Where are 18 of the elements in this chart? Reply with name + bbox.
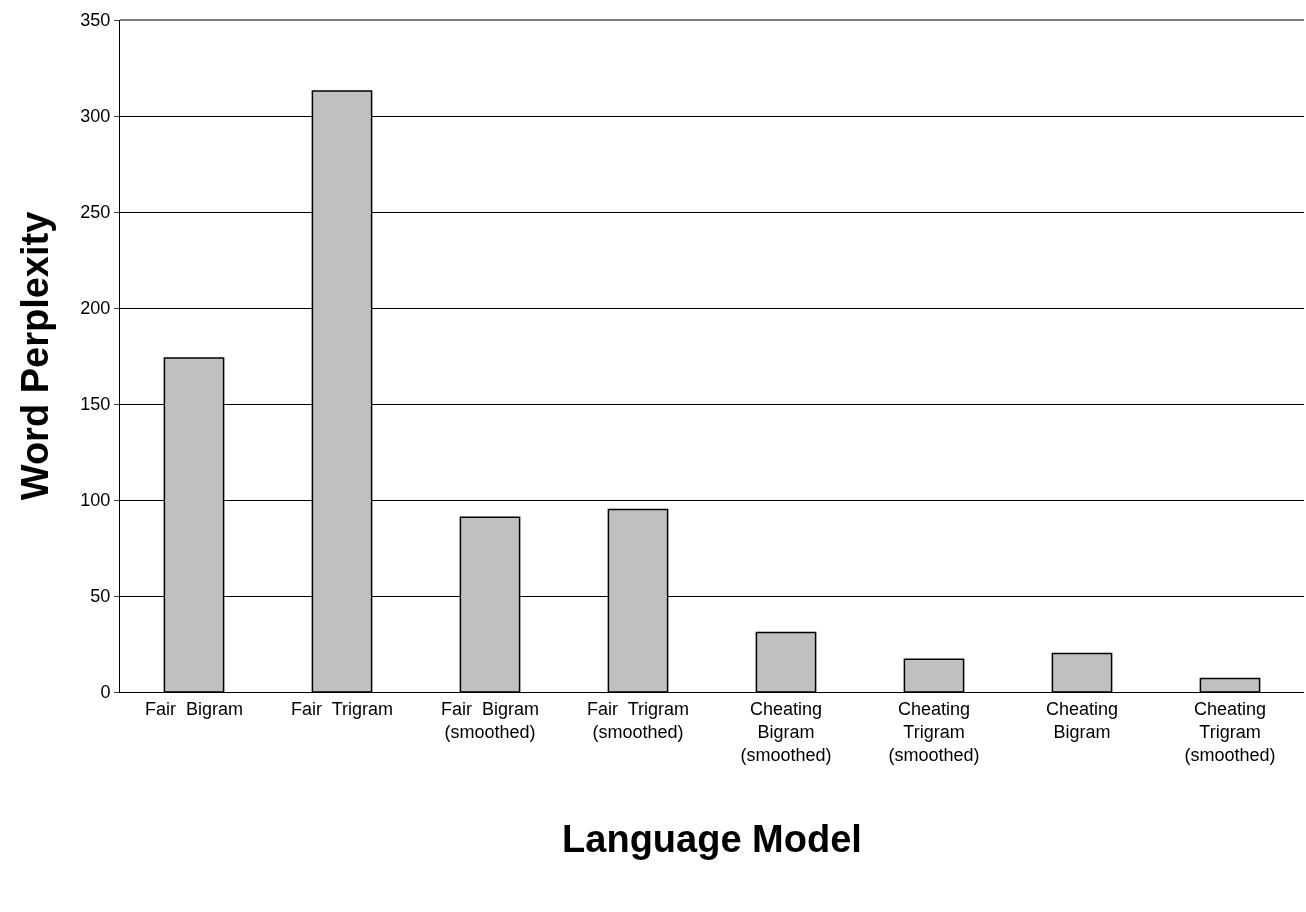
x-tick-label: Cheating Trigram (smoothed) xyxy=(888,698,980,766)
x-tick-label: Fair Trigram xyxy=(290,698,394,719)
y-tick-label: 250 xyxy=(80,202,111,223)
y-tick-label: 100 xyxy=(80,490,111,511)
y-tick-label: 150 xyxy=(80,394,111,415)
x-tick-label: Cheating Bigram xyxy=(1045,698,1119,742)
y-tick-label: 0 xyxy=(100,682,111,703)
y-tick-label: 50 xyxy=(90,586,111,607)
y-tick-label: 350 xyxy=(80,10,111,31)
x-axis-title: Language Model xyxy=(562,817,862,860)
y-tick-label: 200 xyxy=(80,298,111,319)
x-tick-label: Fair Trigram (smoothed) xyxy=(586,698,690,742)
x-tick-label: Fair Bigram (smoothed) xyxy=(440,698,540,742)
x-tick-label: Fair Bigram xyxy=(144,698,244,719)
y-tick-label: 300 xyxy=(80,106,111,127)
y-axis-title: Word Perplexity xyxy=(13,211,56,501)
x-tick-label: Cheating Trigram (smoothed) xyxy=(1184,698,1276,766)
x-tick-label: Cheating Bigram (smoothed) xyxy=(740,698,832,766)
